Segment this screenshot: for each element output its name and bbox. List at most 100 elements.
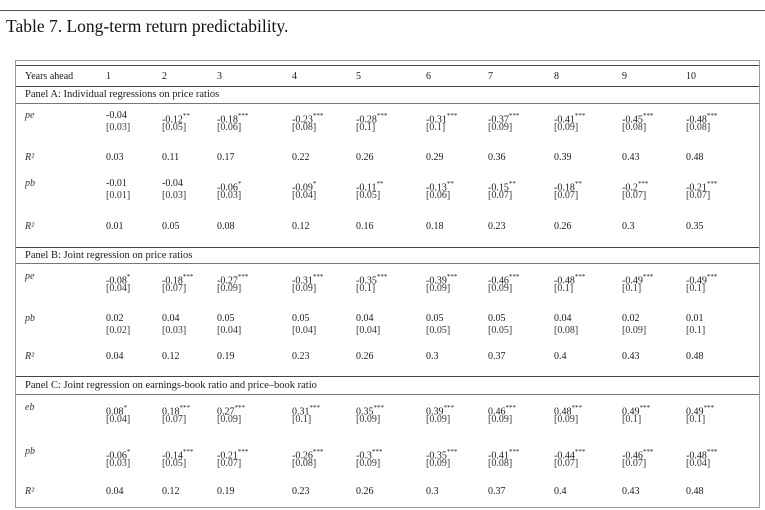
se-cell: [0.1] [292, 414, 312, 425]
se-cell: [0.07] [488, 190, 513, 201]
coef-cell: 0.02 [106, 313, 124, 324]
coef-cell: -0.26*** [292, 448, 324, 462]
r2-cell: 0.36 [488, 152, 506, 163]
se-cell: [0.1] [686, 414, 706, 425]
r2-cell: 0.3 [622, 221, 635, 232]
header-col: 6 [426, 71, 431, 82]
coef-cell: -0.41*** [554, 112, 586, 126]
coef-cell: -0.15** [488, 180, 516, 194]
coef-cell: -0.44*** [554, 448, 586, 462]
r2-cell: 0.35 [686, 221, 704, 232]
coef-cell: -0.21*** [686, 180, 718, 194]
coef-cell: 0.18*** [162, 404, 190, 418]
coef-cell: 0.05 [426, 313, 444, 324]
r2-cell: 0.19 [217, 351, 235, 362]
se-cell: [0.07] [217, 458, 242, 469]
coef-cell: 0.48*** [554, 404, 582, 418]
se-cell: [0.03] [162, 190, 187, 201]
r2-cell: 0.01 [106, 221, 124, 232]
se-cell: [0.04] [217, 325, 242, 336]
r2-cell: 0.03 [106, 152, 124, 163]
se-cell: [0.09] [426, 283, 451, 294]
coef-cell: 0.49*** [622, 404, 650, 418]
coef-cell: -0.48*** [686, 448, 718, 462]
se-cell: [0.09] [356, 414, 381, 425]
panel-title: Panel B: Joint regression on price ratio… [25, 250, 193, 261]
se-cell: [0.09] [488, 122, 513, 133]
coef-cell: -0.09* [292, 180, 317, 194]
r2-cell: 0.05 [162, 221, 180, 232]
row-label: eb [25, 402, 35, 413]
row-label: pe [25, 110, 35, 121]
se-cell: [0.1] [426, 122, 446, 133]
r2-cell: 0.43 [622, 486, 640, 497]
se-cell: [0.05] [426, 325, 451, 336]
coef-cell: -0.46*** [622, 448, 654, 462]
coef-cell: -0.18** [554, 180, 582, 194]
coef-cell: 0.31*** [292, 404, 320, 418]
coef-cell: 0.04 [162, 313, 180, 324]
se-cell: [0.03] [217, 190, 242, 201]
se-cell: [0.08] [686, 122, 711, 133]
header-top-rule [16, 65, 759, 66]
se-cell: [0.07] [622, 190, 647, 201]
row-label: pb [25, 313, 35, 324]
r2-cell: 0.48 [686, 152, 704, 163]
se-cell: [0.09] [622, 325, 647, 336]
r2-cell: 0.26 [356, 351, 374, 362]
se-cell: [0.08] [554, 325, 579, 336]
coef-cell: -0.49*** [622, 273, 654, 287]
coef-cell: -0.2*** [622, 180, 649, 194]
se-cell: [0.04] [292, 325, 317, 336]
se-cell: [0.07] [162, 414, 187, 425]
se-cell: [0.09] [554, 122, 579, 133]
coef-cell: 0.49*** [686, 404, 714, 418]
coef-cell: 0.35*** [356, 404, 384, 418]
coef-cell: -0.18*** [162, 273, 194, 287]
se-cell: [0.09] [488, 414, 513, 425]
header-col: 4 [292, 71, 297, 82]
coef-cell: -0.41*** [488, 448, 520, 462]
r2-cell: 0.12 [162, 351, 180, 362]
header-col: 10 [686, 71, 696, 82]
row-label: pe [25, 271, 35, 282]
row-label: R² [25, 486, 35, 497]
se-cell: [0.1] [356, 122, 376, 133]
se-cell: [0.07] [162, 283, 187, 294]
se-cell: [0.04] [686, 458, 711, 469]
r2-cell: 0.22 [292, 152, 310, 163]
coef-cell: -0.31*** [292, 273, 324, 287]
se-cell: [0.06] [217, 122, 242, 133]
coef-cell: -0.37*** [488, 112, 520, 126]
r2-cell: 0.04 [106, 351, 124, 362]
header-col: 7 [488, 71, 493, 82]
se-cell: [0.05] [162, 122, 187, 133]
se-cell: [0.09] [217, 283, 242, 294]
r2-cell: 0.48 [686, 486, 704, 497]
r2-cell: 0.4 [554, 351, 567, 362]
r2-cell: 0.3 [426, 486, 439, 497]
coef-cell: -0.12** [162, 112, 190, 126]
r2-cell: 0.16 [356, 221, 374, 232]
results-table: Years ahead 1 2 3 4 5 6 7 8 9 10 Panel A: Individua… [15, 60, 760, 508]
se-cell: [0.07] [622, 458, 647, 469]
r2-cell: 0.23 [292, 351, 310, 362]
se-cell: [0.09] [488, 283, 513, 294]
header-col: 1 [106, 71, 111, 82]
coef-cell: 0.04 [356, 313, 374, 324]
r2-cell: 0.18 [426, 221, 444, 232]
r2-cell: 0.11 [162, 152, 180, 163]
se-cell: [0.1] [622, 283, 642, 294]
coef-cell: 0.05 [292, 313, 310, 324]
coef-cell: -0.49*** [686, 273, 718, 287]
r2-cell: 0.12 [162, 486, 180, 497]
se-cell: [0.09] [292, 283, 317, 294]
panel-title: Panel C: Joint regression on earnings-bo… [25, 380, 317, 391]
coef-cell: -0.31*** [426, 112, 458, 126]
r2-cell: 0.48 [686, 351, 704, 362]
se-cell: [0.04] [106, 414, 131, 425]
se-cell: [0.08] [622, 122, 647, 133]
coef-cell: 0.02 [622, 313, 640, 324]
se-cell: [0.1] [622, 414, 642, 425]
coef-cell: -0.04 [162, 178, 183, 189]
